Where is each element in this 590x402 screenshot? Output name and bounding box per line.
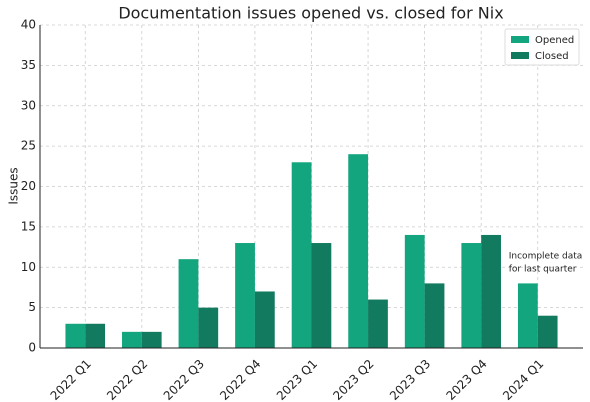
bar <box>85 323 106 348</box>
y-tick-label: 20 <box>21 179 36 193</box>
y-tick-label: 15 <box>21 219 36 233</box>
chart-title: Documentation issues opened vs. closed f… <box>118 4 503 23</box>
legend-swatch <box>511 52 529 59</box>
bar <box>178 259 199 348</box>
bar <box>254 291 275 348</box>
y-tick-label: 40 <box>21 18 36 32</box>
y-tick-label: 25 <box>21 139 36 153</box>
x-tick-label: 2024 Q1 <box>500 357 546 402</box>
bar <box>404 234 425 348</box>
legend-swatch <box>511 36 529 43</box>
x-tick-label: 2023 Q1 <box>274 357 320 402</box>
x-tick-label: 2022 Q1 <box>48 357 94 402</box>
y-tick-label: 35 <box>21 58 36 72</box>
y-tick-label: 10 <box>21 260 36 274</box>
x-tick-label: 2022 Q4 <box>217 357 263 402</box>
annotation: for last quarter <box>509 265 577 275</box>
x-tick-label: 2023 Q2 <box>330 357 376 402</box>
bar <box>537 315 558 348</box>
bar <box>291 162 312 348</box>
bar <box>141 331 162 348</box>
bar <box>348 154 369 348</box>
x-tick-label: 2022 Q2 <box>104 357 150 402</box>
annotation: Incomplete data <box>509 252 583 262</box>
legend-label: Closed <box>535 51 569 62</box>
x-tick-label: 2023 Q3 <box>387 357 433 402</box>
legend-label: Opened <box>535 35 574 46</box>
bar <box>368 299 388 348</box>
bar <box>122 331 142 348</box>
y-tick-label: 0 <box>28 341 36 355</box>
bar <box>461 243 482 348</box>
x-tick-label: 2023 Q4 <box>444 357 490 402</box>
bar <box>65 323 86 348</box>
y-tick-label: 5 <box>28 300 36 314</box>
x-tick-label: 2022 Q3 <box>161 357 207 402</box>
bar <box>235 243 255 348</box>
bar <box>311 243 332 348</box>
bar <box>481 234 501 348</box>
bar <box>517 283 538 348</box>
bar <box>424 283 445 348</box>
y-axis-label: Issues <box>7 167 21 204</box>
bar <box>198 307 219 348</box>
y-tick-label: 30 <box>21 98 36 112</box>
